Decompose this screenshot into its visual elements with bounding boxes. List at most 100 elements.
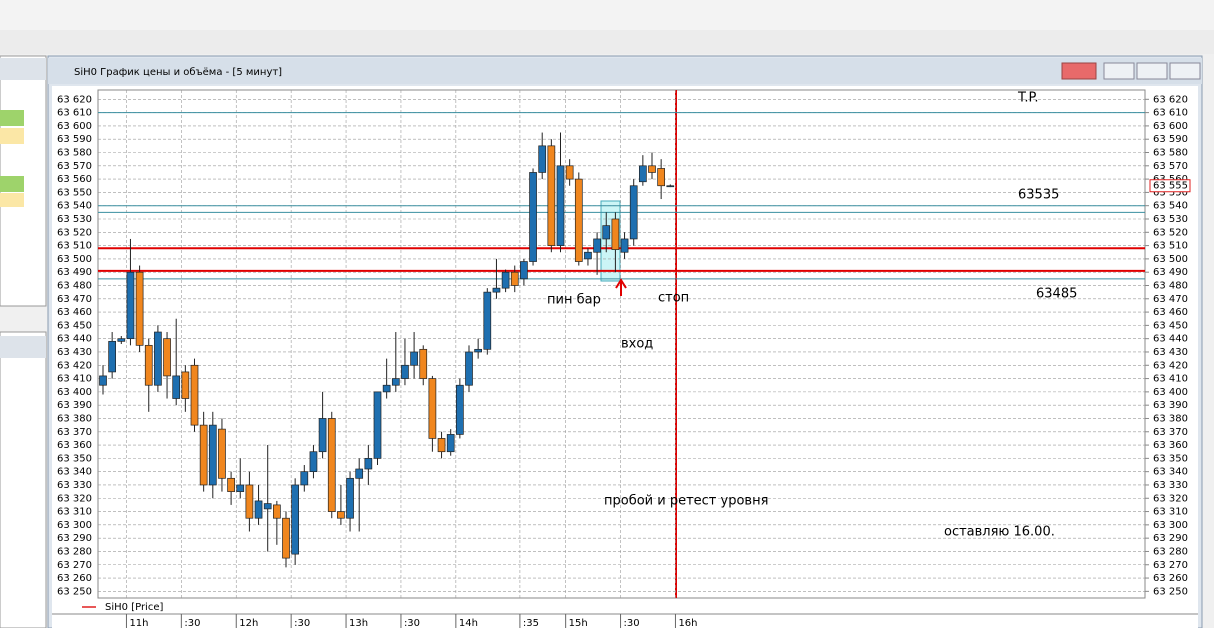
candle-body bbox=[574, 178, 583, 262]
y-tick-label: 63 550 bbox=[57, 187, 92, 198]
last-price-label: 63 555 bbox=[1153, 181, 1188, 192]
pin-button[interactable] bbox=[1061, 62, 1097, 80]
x-tick-label: 12h bbox=[239, 618, 258, 628]
annotation: пин бар bbox=[547, 293, 601, 308]
y-tick-label: 63 470 bbox=[57, 294, 92, 305]
y-tick-label: 63 300 bbox=[57, 520, 92, 531]
y-tick-label: 63 260 bbox=[57, 573, 92, 584]
y-tick-label: 63 390 bbox=[1153, 400, 1188, 411]
y-tick-label: 63 410 bbox=[57, 374, 92, 385]
candle-body bbox=[428, 378, 437, 439]
candle-body bbox=[437, 438, 446, 453]
candle-body bbox=[318, 418, 327, 453]
candle-body bbox=[327, 418, 336, 512]
candle-body bbox=[144, 344, 153, 386]
y-tick-label: 63 540 bbox=[1153, 201, 1188, 212]
y-tick-label: 63 250 bbox=[57, 586, 92, 597]
y-tick-label: 63 460 bbox=[57, 307, 92, 318]
y-tick-label: 63 620 bbox=[1153, 94, 1188, 105]
candle-body bbox=[620, 238, 629, 253]
candle-body bbox=[117, 338, 126, 342]
candle-body bbox=[309, 451, 318, 473]
candle-body bbox=[190, 364, 199, 426]
y-tick-label: 63 310 bbox=[1153, 507, 1188, 518]
candle-body bbox=[465, 351, 473, 386]
minimize-button[interactable] bbox=[1103, 62, 1135, 80]
candle-body bbox=[565, 165, 574, 180]
y-tick-label: 63 330 bbox=[1153, 480, 1188, 491]
left-panel bbox=[0, 331, 47, 628]
close-button[interactable] bbox=[1169, 62, 1201, 80]
y-tick-label: 63 560 bbox=[57, 174, 92, 185]
y-tick-label: 63 380 bbox=[1153, 413, 1188, 424]
candle-body bbox=[199, 424, 208, 486]
x-tick-label: 16h bbox=[678, 618, 697, 628]
y-tick-label: 63 380 bbox=[57, 413, 92, 424]
y-tick-label: 63 520 bbox=[1153, 227, 1188, 238]
y-tick-label: 63 270 bbox=[1153, 560, 1188, 571]
candle-body bbox=[410, 351, 418, 366]
cell bbox=[0, 128, 24, 144]
y-tick-label: 63 290 bbox=[1153, 533, 1188, 544]
y-tick-label: 63 620 bbox=[57, 94, 92, 105]
maximize-button[interactable] bbox=[1136, 62, 1168, 80]
arrow bbox=[615, 278, 627, 296]
candle-body bbox=[648, 165, 656, 173]
candle-body bbox=[273, 504, 281, 519]
y-tick-label: 63 320 bbox=[57, 493, 92, 504]
x-tick-label: :30 bbox=[624, 618, 640, 628]
y-tick-label: 63 610 bbox=[1153, 108, 1188, 119]
annotation: 63485 bbox=[1036, 287, 1077, 302]
y-tick-label: 63 430 bbox=[1153, 347, 1188, 358]
toolbar bbox=[0, 0, 1214, 30]
y-tick-label: 63 440 bbox=[1153, 334, 1188, 345]
candle-body bbox=[520, 261, 528, 280]
candle-body bbox=[629, 185, 638, 240]
y-tick-label: 63 390 bbox=[57, 400, 92, 411]
y-tick-label: 63 410 bbox=[1153, 374, 1188, 385]
y-tick-label: 63 250 bbox=[1153, 586, 1188, 597]
candle-body bbox=[419, 348, 428, 379]
y-tick-label: 63 590 bbox=[57, 134, 92, 145]
y-tick-label: 63 330 bbox=[57, 480, 92, 491]
annotation: оставляю 16.00. bbox=[944, 525, 1055, 540]
y-tick-label: 63 450 bbox=[1153, 320, 1188, 331]
y-tick-label: 63 490 bbox=[57, 267, 92, 278]
candle-body bbox=[446, 434, 455, 453]
candle-body bbox=[538, 145, 547, 173]
y-tick-label: 63 530 bbox=[1153, 214, 1188, 225]
candle-body bbox=[355, 468, 364, 479]
y-tick-label: 63 530 bbox=[57, 214, 92, 225]
x-tick-label: :35 bbox=[523, 618, 539, 628]
candle-body bbox=[593, 238, 601, 253]
candle-body bbox=[391, 378, 400, 386]
y-tick-label: 63 460 bbox=[1153, 307, 1188, 318]
candle-body bbox=[501, 271, 510, 289]
y-tick-label: 63 510 bbox=[1153, 241, 1188, 252]
candle-body bbox=[666, 185, 675, 188]
cell bbox=[0, 176, 24, 192]
y-tick-label: 63 360 bbox=[57, 440, 92, 451]
candle-body bbox=[657, 168, 666, 187]
y-tick-label: 63 370 bbox=[1153, 427, 1188, 438]
cell bbox=[0, 193, 24, 207]
candle-body bbox=[474, 348, 482, 353]
candle-body bbox=[282, 517, 290, 559]
left-panel-title bbox=[0, 58, 46, 80]
y-tick-label: 63 610 bbox=[57, 108, 92, 119]
candle-body bbox=[208, 424, 217, 486]
y-tick-label: 63 590 bbox=[1153, 134, 1188, 145]
candle-body bbox=[108, 340, 117, 373]
candle-body bbox=[236, 484, 245, 492]
candle-body bbox=[556, 165, 565, 246]
x-tick-label: :30 bbox=[294, 618, 310, 628]
y-tick-label: 63 340 bbox=[1153, 467, 1188, 478]
candle-body bbox=[337, 511, 345, 519]
y-tick-label: 63 370 bbox=[57, 427, 92, 438]
candle-body bbox=[126, 271, 135, 340]
y-tick-label: 63 570 bbox=[1153, 161, 1188, 172]
y-tick-label: 63 480 bbox=[57, 280, 92, 291]
x-tick-label: 11h bbox=[129, 618, 148, 628]
x-tick-label: 14h bbox=[459, 618, 478, 628]
